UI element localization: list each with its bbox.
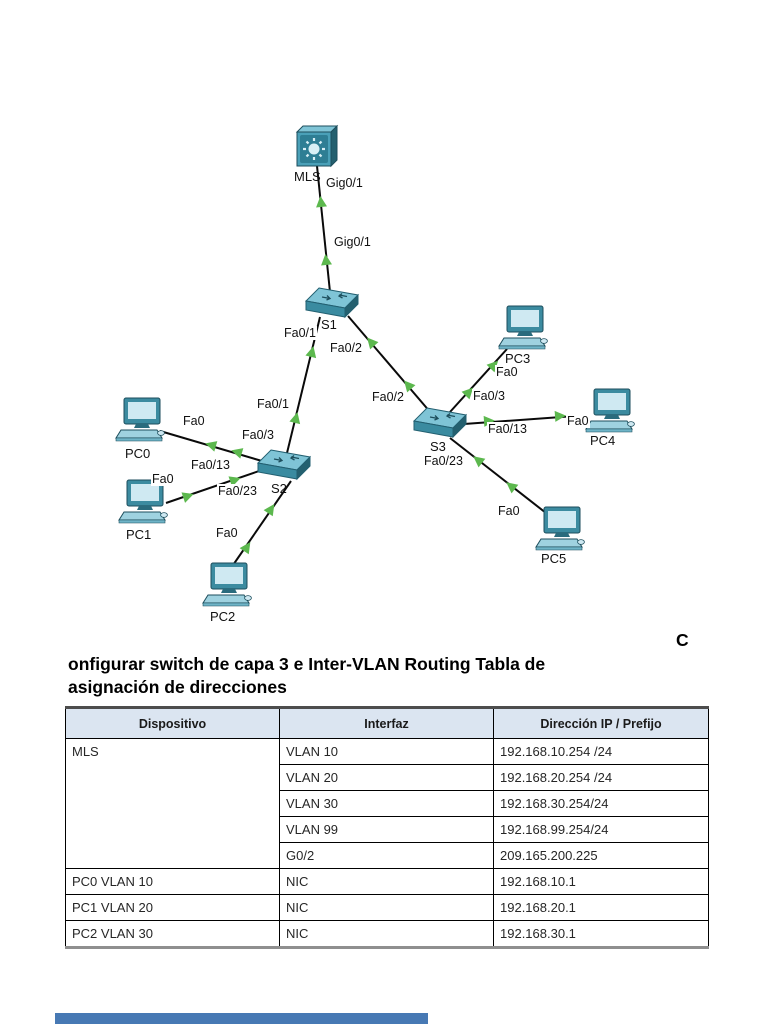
port-label: Gig0/1 (333, 235, 372, 250)
port-label: Fa0/23 (423, 454, 464, 469)
cell-ip: 192.168.30.1 (493, 920, 709, 948)
pc0-icon (115, 397, 165, 442)
cell-ip: 192.168.10.254 /24 (493, 738, 709, 765)
port-label: Fa0 (182, 414, 206, 429)
cell-ip: 192.168.20.1 (493, 894, 709, 921)
port-label: Fa0 (215, 526, 239, 541)
device-label-pc2: PC2 (210, 609, 236, 624)
port-label: Fa0/23 (217, 484, 258, 499)
mls-multilayer-switch-icon (295, 124, 339, 168)
cell-device: MLS (65, 738, 280, 869)
switch-s1-icon (304, 287, 360, 319)
cell-interface: NIC (279, 868, 494, 895)
link-s2-pc1 (165, 469, 263, 504)
topology-canvas (115, 124, 635, 607)
switch-s2-icon (256, 449, 312, 481)
link-status-arrows (181, 196, 566, 555)
cell-ip: 192.168.99.254/24 (493, 816, 709, 843)
next-page-blue-bar (55, 1013, 428, 1024)
link-s1-s3 (347, 315, 432, 414)
cell-interface: VLAN 30 (279, 790, 494, 817)
cell-interface: NIC (279, 894, 494, 921)
pc-icons (115, 305, 635, 607)
port-label: Gig0/1 (325, 176, 364, 191)
link-s2-pc2 (230, 480, 292, 569)
table-row: PC2 VLAN 30 NIC 192.168.30.1 (65, 920, 709, 948)
column-header: Dirección IP / Prefijo (493, 707, 709, 739)
table-header-row: Dispositivo Interfaz Dirección IP / Prefij… (65, 707, 709, 739)
page-title-line2: asignación de direcciones (68, 677, 287, 697)
pc3-icon (498, 305, 548, 350)
port-label: Fa0/1 (283, 326, 317, 341)
port-label: Fa0 (566, 414, 590, 429)
table-row: VLAN 99 192.168.99.254/24 (66, 816, 709, 843)
port-label: Fa0/2 (329, 341, 363, 356)
port-label: Fa0 (151, 472, 175, 487)
port-label: Fa0 (495, 365, 519, 380)
port-label: Fa0/1 (256, 397, 290, 412)
device-label-s1: S1 (321, 317, 337, 332)
link-s3-pc3 (449, 348, 508, 413)
pc5-icon (535, 506, 585, 551)
column-header: Interfaz (279, 707, 494, 739)
port-label: Fa0 (497, 504, 521, 519)
table-row: PC0 VLAN 10 NIC 192.168.10.1 (65, 868, 709, 895)
device-label-s2: S2 (271, 481, 287, 496)
cell-interface: NIC (279, 920, 494, 948)
page-title-line1: onfigurar switch de capa 3 e Inter-VLAN … (68, 654, 546, 674)
cell-ip: 192.168.20.254 /24 (493, 764, 709, 791)
port-label: Fa0/13 (190, 458, 231, 473)
column-header: Dispositivo (65, 707, 280, 739)
port-label: Fa0/3 (472, 389, 506, 404)
device-label-pc1: PC1 (126, 527, 152, 542)
device-label-pc4: PC4 (590, 433, 616, 448)
cell-ip: 192.168.10.1 (493, 868, 709, 895)
cell-device: PC0 VLAN 10 (65, 868, 280, 895)
table-row: VLAN 30 192.168.30.254/24 (66, 790, 709, 817)
cell-device: PC1 VLAN 20 (65, 894, 280, 921)
port-label: Fa0/3 (241, 428, 275, 443)
pc4-icon (585, 388, 635, 433)
device-label-pc5: PC5 (541, 551, 567, 566)
cell-interface: VLAN 10 (279, 738, 494, 765)
table-row: MLS VLAN 10 192.168.10.254 /24 (65, 738, 709, 869)
link-s3-pc5 (449, 437, 547, 514)
device-label-pc3: PC3 (505, 351, 531, 366)
cell-interface: VLAN 99 (279, 816, 494, 843)
cell-interface: VLAN 20 (279, 764, 494, 791)
switch-s3-icon (412, 407, 468, 439)
pc1-icon (118, 479, 168, 524)
device-label-mls: MLS (294, 169, 321, 184)
table-row: G0/2 209.165.200.225 (66, 842, 709, 869)
cell-ip: 209.165.200.225 (493, 842, 709, 869)
cell-interface: G0/2 (279, 842, 494, 869)
port-label: Fa0/13 (487, 422, 528, 437)
pc2-icon (202, 562, 252, 607)
device-label-s3: S3 (430, 439, 446, 454)
link-lines (159, 165, 590, 569)
heading-overflow-char: C (676, 630, 689, 650)
cell-device: PC2 VLAN 30 (65, 920, 280, 948)
cell-ip: 192.168.30.254/24 (493, 790, 709, 817)
addressing-table: Dispositivo Interfaz Dirección IP / Prefij… (65, 706, 709, 949)
device-label-pc0: PC0 (125, 446, 151, 461)
port-label: Fa0/2 (371, 390, 405, 405)
network-topology-diagram: MLS S1 S2 S3 PC0 PC1 PC2 PC3 PC4 PC5 Gig0/1 Gig0/1 F… (115, 124, 635, 624)
table-row: PC1 VLAN 20 NIC 192.168.20.1 (65, 894, 709, 921)
link-mls-s1 (316, 165, 331, 293)
page-title: onfigurar switch de capa 3 e Inter-VLAN … (68, 653, 668, 699)
